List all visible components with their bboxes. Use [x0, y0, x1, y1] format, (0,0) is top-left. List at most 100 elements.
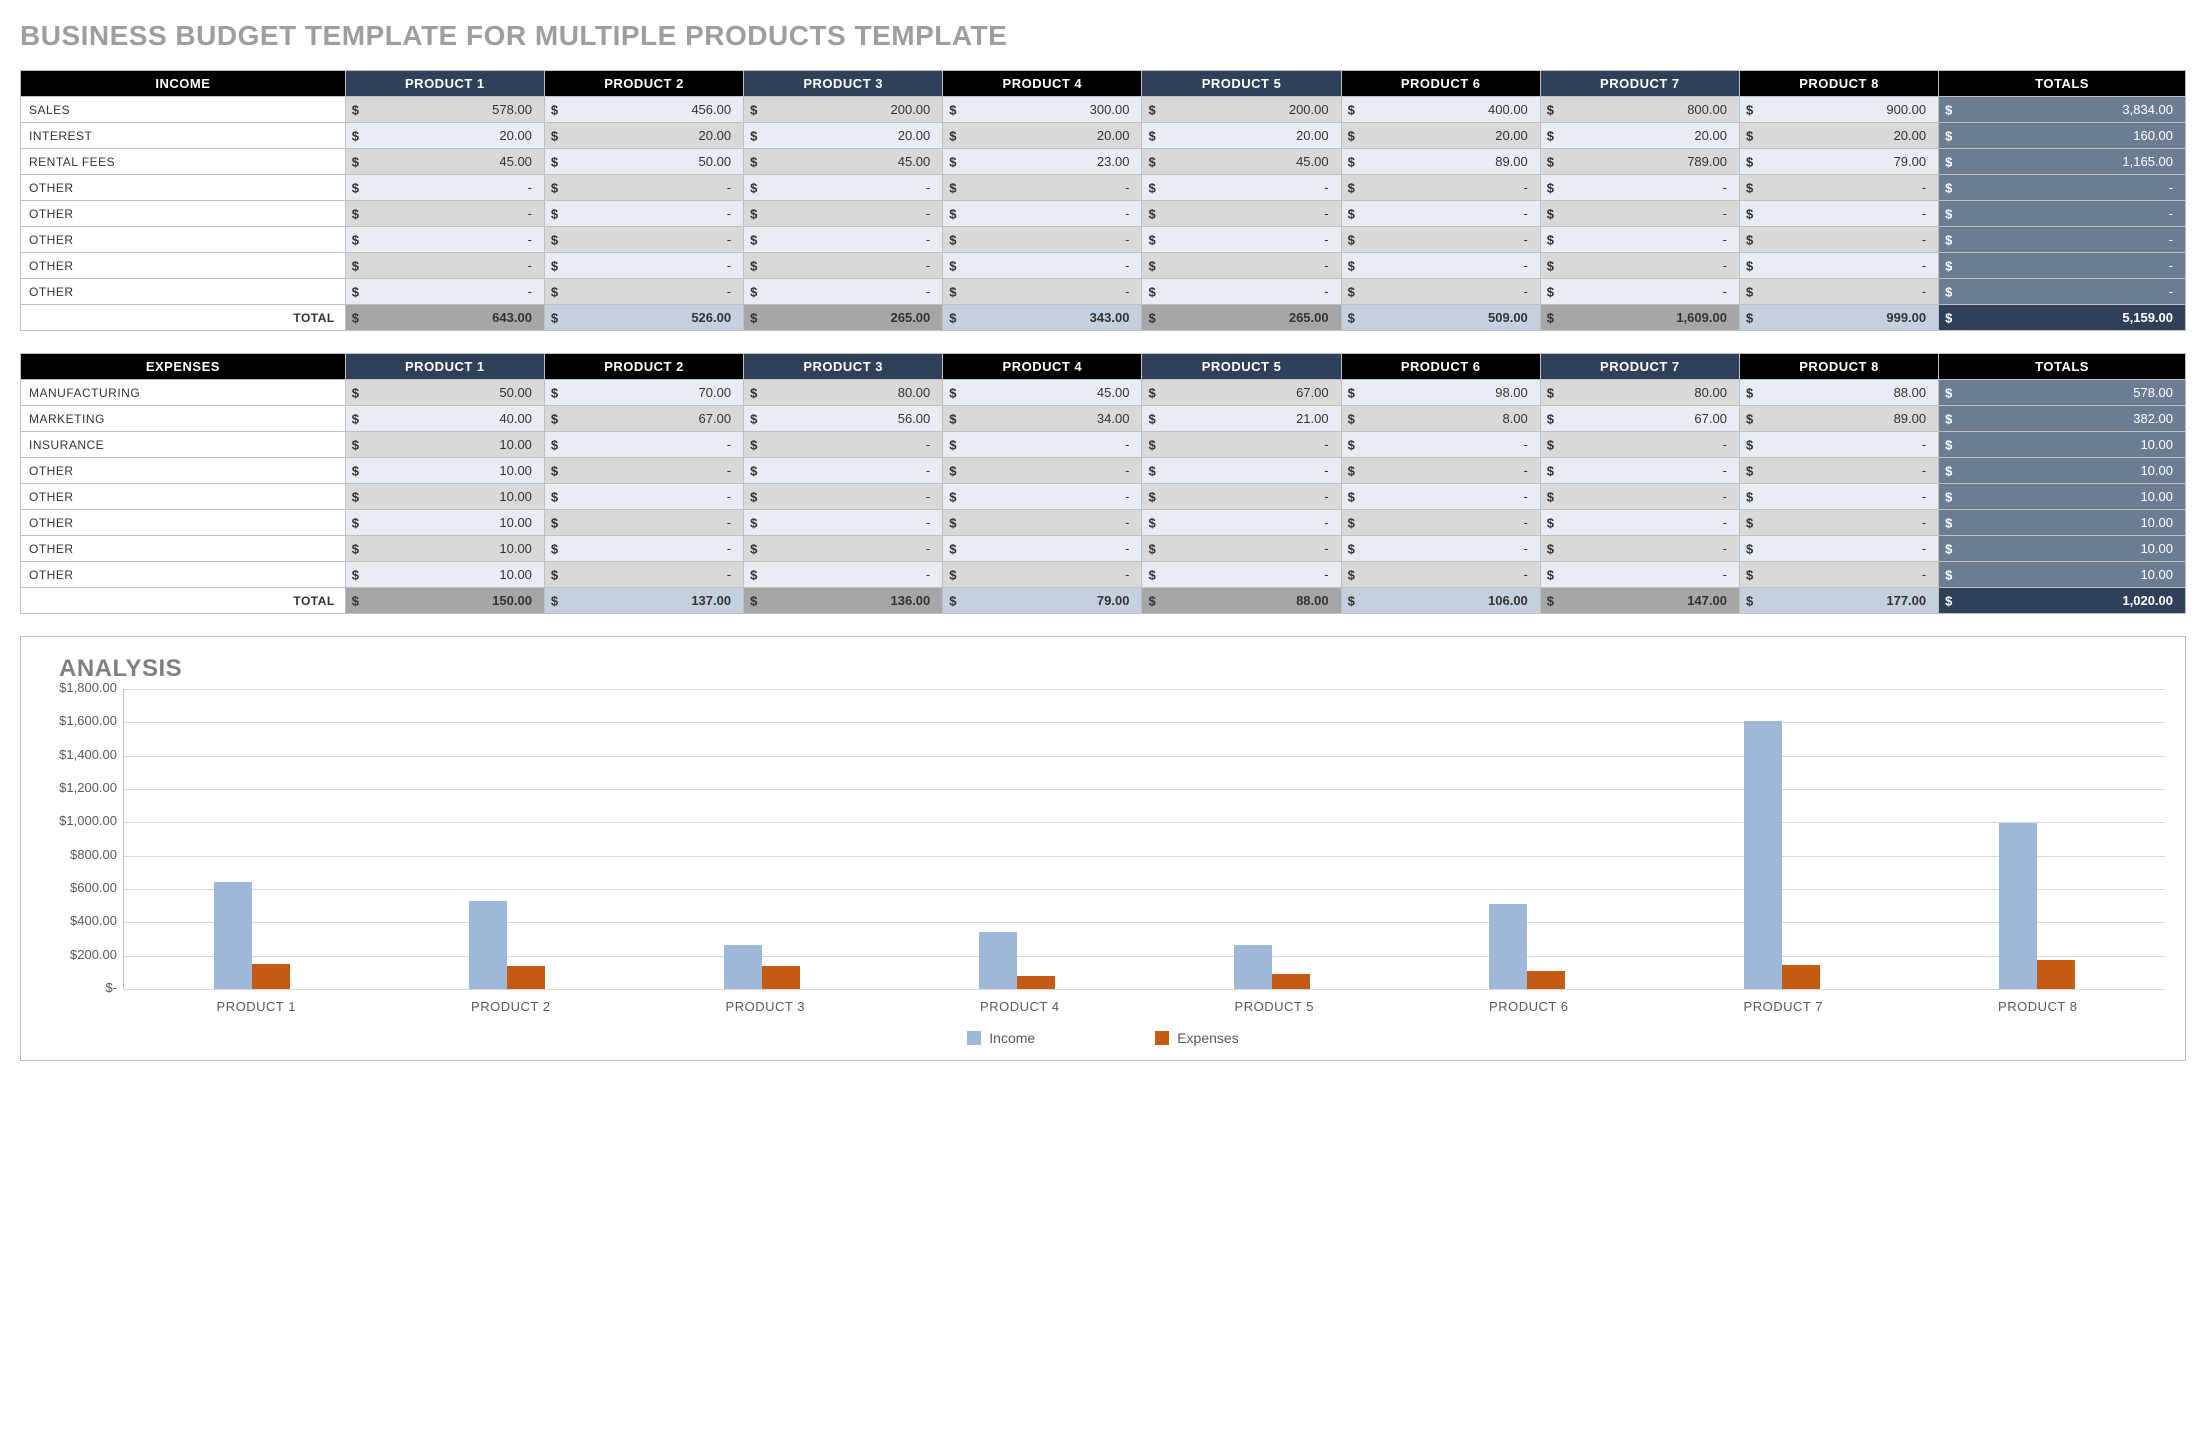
bar-income: [469, 901, 507, 989]
x-tick-label: PRODUCT 1: [129, 989, 384, 1014]
value-cell: $40.00: [345, 406, 544, 432]
value-cell: $-: [1341, 484, 1540, 510]
value-cell: $-: [1540, 432, 1739, 458]
row-label: OTHER: [21, 484, 346, 510]
value-cell: $643.00: [345, 305, 544, 331]
product-header: PRODUCT 4: [943, 354, 1142, 380]
value-cell: $-: [744, 227, 943, 253]
table-row: OTHER$-$-$-$-$-$-$-$-$-: [21, 175, 2186, 201]
product-header: PRODUCT 4: [943, 71, 1142, 97]
table-row: SALES$578.00$456.00$200.00$300.00$200.00…: [21, 97, 2186, 123]
value-cell: $20.00: [1341, 123, 1540, 149]
chart-y-axis: $1,800.00$1,600.00$1,400.00$1,200.00$1,0…: [41, 689, 123, 989]
bar-income: [1744, 721, 1782, 989]
legend-label: Income: [989, 1030, 1035, 1046]
table-row: INSURANCE$10.00$-$-$-$-$-$-$-$10.00: [21, 432, 2186, 458]
value-cell: $-: [1341, 227, 1540, 253]
value-cell: $1,609.00: [1540, 305, 1739, 331]
value-cell: $147.00: [1540, 588, 1739, 614]
value-cell: $-: [1142, 562, 1341, 588]
chart-legend: Income Expenses: [41, 1030, 2165, 1046]
value-cell: $900.00: [1739, 97, 1938, 123]
row-label: OTHER: [21, 253, 346, 279]
value-cell: $67.00: [544, 406, 743, 432]
value-cell: $-: [1341, 458, 1540, 484]
section-header: INCOME: [21, 71, 346, 97]
product-header: PRODUCT 6: [1341, 354, 1540, 380]
x-tick-label: PRODUCT 5: [1147, 989, 1402, 1014]
value-cell: $-: [1540, 510, 1739, 536]
value-cell: $-: [744, 484, 943, 510]
analysis-title: ANALYSIS: [59, 655, 2165, 683]
value-cell: $-: [943, 458, 1142, 484]
value-cell: $10.00: [1939, 562, 2186, 588]
value-cell: $10.00: [345, 458, 544, 484]
table-row: OTHER$-$-$-$-$-$-$-$-$-: [21, 227, 2186, 253]
value-cell: $80.00: [744, 380, 943, 406]
value-cell: $-: [544, 458, 743, 484]
product-header: PRODUCT 1: [345, 71, 544, 97]
product-header: PRODUCT 7: [1540, 354, 1739, 380]
expenses-table: EXPENSESPRODUCT 1PRODUCT 2PRODUCT 3PRODU…: [20, 353, 2186, 614]
value-cell: $20.00: [1540, 123, 1739, 149]
value-cell: $-: [943, 201, 1142, 227]
product-header: PRODUCT 6: [1341, 71, 1540, 97]
product-header: PRODUCT 8: [1739, 71, 1938, 97]
value-cell: $8.00: [1341, 406, 1540, 432]
value-cell: $-: [943, 253, 1142, 279]
table-row: MANUFACTURING$50.00$70.00$80.00$45.00$67…: [21, 380, 2186, 406]
row-label: OTHER: [21, 510, 346, 536]
row-label: OTHER: [21, 227, 346, 253]
x-tick-label: PRODUCT 3: [638, 989, 893, 1014]
value-cell: $-: [1939, 175, 2186, 201]
value-cell: $45.00: [943, 380, 1142, 406]
value-cell: $-: [1142, 227, 1341, 253]
bar-group: [634, 689, 889, 989]
value-cell: $-: [943, 175, 1142, 201]
value-cell: $789.00: [1540, 149, 1739, 175]
product-header: PRODUCT 2: [544, 71, 743, 97]
value-cell: $-: [744, 458, 943, 484]
bar-group: [1655, 689, 1910, 989]
value-cell: $-: [544, 562, 743, 588]
income-table: INCOMEPRODUCT 1PRODUCT 2PRODUCT 3PRODUCT…: [20, 70, 2186, 331]
table-row: OTHER$10.00$-$-$-$-$-$-$-$10.00: [21, 458, 2186, 484]
value-cell: $-: [1142, 279, 1341, 305]
value-cell: $-: [1341, 432, 1540, 458]
value-cell: $343.00: [943, 305, 1142, 331]
x-tick-label: PRODUCT 7: [1656, 989, 1911, 1014]
value-cell: $-: [345, 227, 544, 253]
value-cell: $-: [943, 484, 1142, 510]
value-cell: $20.00: [943, 123, 1142, 149]
value-cell: $20.00: [345, 123, 544, 149]
value-cell: $-: [1739, 432, 1938, 458]
value-cell: $50.00: [544, 149, 743, 175]
value-cell: $-: [1540, 201, 1739, 227]
totals-header: TOTALS: [1939, 354, 2186, 380]
value-cell: $578.00: [1939, 380, 2186, 406]
bar-group: [1145, 689, 1400, 989]
bar-group: [124, 689, 379, 989]
value-cell: $10.00: [1939, 536, 2186, 562]
value-cell: $-: [1540, 279, 1739, 305]
value-cell: $-: [744, 201, 943, 227]
totals-header: TOTALS: [1939, 71, 2186, 97]
bar-expenses: [507, 966, 545, 989]
value-cell: $-: [544, 279, 743, 305]
value-cell: $265.00: [744, 305, 943, 331]
value-cell: $67.00: [1142, 380, 1341, 406]
x-tick-label: PRODUCT 2: [384, 989, 639, 1014]
bar-income: [1489, 904, 1527, 989]
value-cell: $-: [744, 510, 943, 536]
value-cell: $-: [1739, 562, 1938, 588]
value-cell: $200.00: [1142, 97, 1341, 123]
value-cell: $-: [943, 227, 1142, 253]
value-cell: $-: [1142, 510, 1341, 536]
bar-expenses: [1782, 965, 1820, 990]
value-cell: $-: [1142, 432, 1341, 458]
x-tick-label: PRODUCT 6: [1402, 989, 1657, 1014]
legend-swatch: [967, 1031, 981, 1045]
analysis-panel: ANALYSIS $1,800.00$1,600.00$1,400.00$1,2…: [20, 636, 2186, 1061]
value-cell: $-: [943, 536, 1142, 562]
bar-group: [379, 689, 634, 989]
